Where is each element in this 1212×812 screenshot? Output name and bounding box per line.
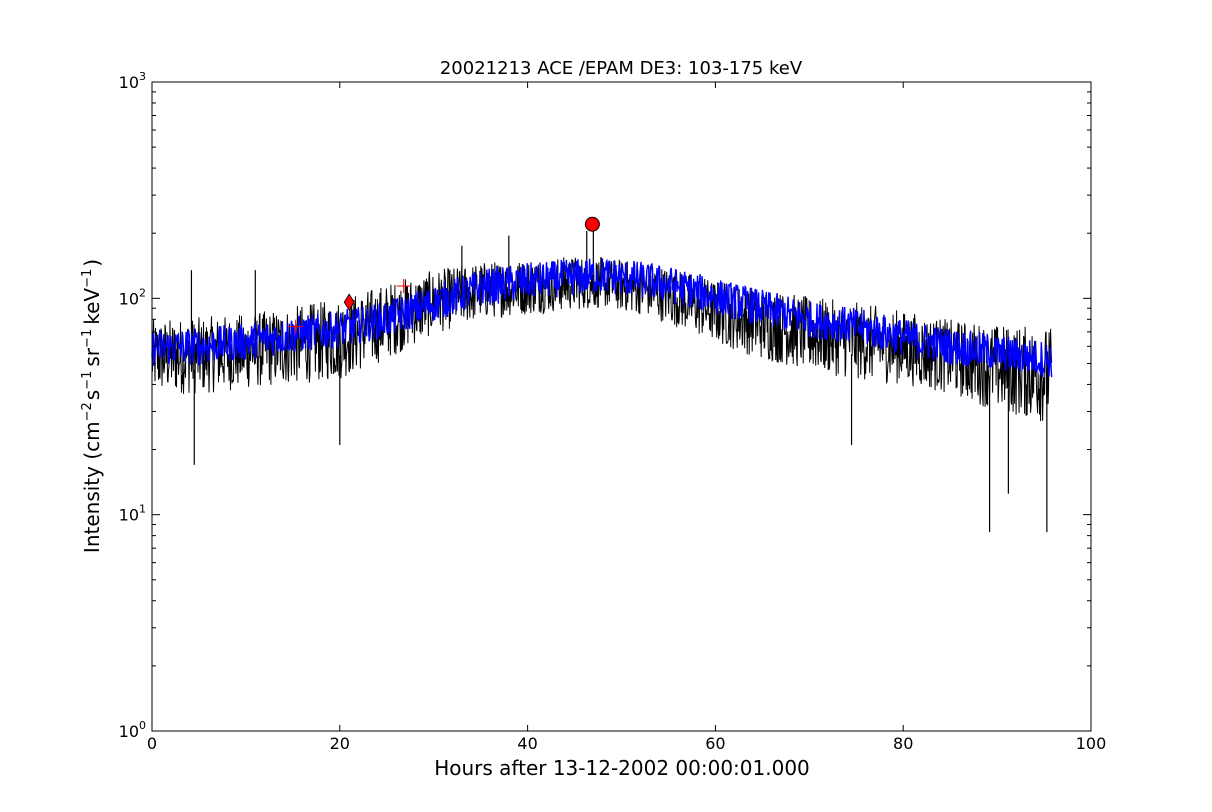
y-axis-label-part-2: s <box>80 390 104 400</box>
y-tick-label: 101 <box>119 503 146 525</box>
chart-title: 20021213 ACE /EPAM DE3: 103-175 keV <box>440 58 803 79</box>
y-axis-label: Intensity (cm−2s−1sr−1keV−1) <box>80 259 104 553</box>
y-tick-label: 102 <box>119 286 146 308</box>
y-tick-label: 103 <box>119 70 146 92</box>
event-marker-plus <box>288 319 303 334</box>
y-axis-label-exp-4: −1 <box>80 269 95 288</box>
y-axis-label-exp-3: −1 <box>80 329 95 348</box>
y-tick-label: 100 <box>119 719 146 741</box>
y-axis-label-exp-1: −2 <box>80 402 95 421</box>
x-tick-label: 0 <box>147 734 157 753</box>
x-axis-ticks: 0 20 40 60 80 100 <box>147 82 1106 753</box>
y-axis-label-part-5: ) <box>80 259 104 267</box>
y-axis-label-exp-2: −1 <box>80 371 95 390</box>
peak-marker-circle <box>584 216 600 232</box>
x-tick-label: 80 <box>893 734 913 753</box>
event-marker-plus <box>396 279 411 294</box>
y-axis-label-part-1: Intensity (cm <box>80 421 104 553</box>
x-tick-label: 40 <box>517 734 537 753</box>
plot-area <box>151 81 1092 732</box>
x-tick-label: 60 <box>705 734 725 753</box>
x-tick-label: 100 <box>1076 734 1107 753</box>
y-axis-label-part-4: keV <box>80 288 104 325</box>
marker-layer <box>288 216 600 334</box>
onset-marker-diamond <box>343 293 355 311</box>
axes-frame <box>151 81 1092 732</box>
y-axis-label-part-3: sr <box>80 347 104 366</box>
y-axis-ticks: 100 101 102 103 <box>119 70 1091 741</box>
smoothed-intensity-series <box>151 258 1053 378</box>
data-layer <box>151 226 1053 533</box>
x-axis-label: Hours after 13-12-2002 00:00:01.000 <box>434 756 810 780</box>
x-tick-label: 20 <box>330 734 350 753</box>
